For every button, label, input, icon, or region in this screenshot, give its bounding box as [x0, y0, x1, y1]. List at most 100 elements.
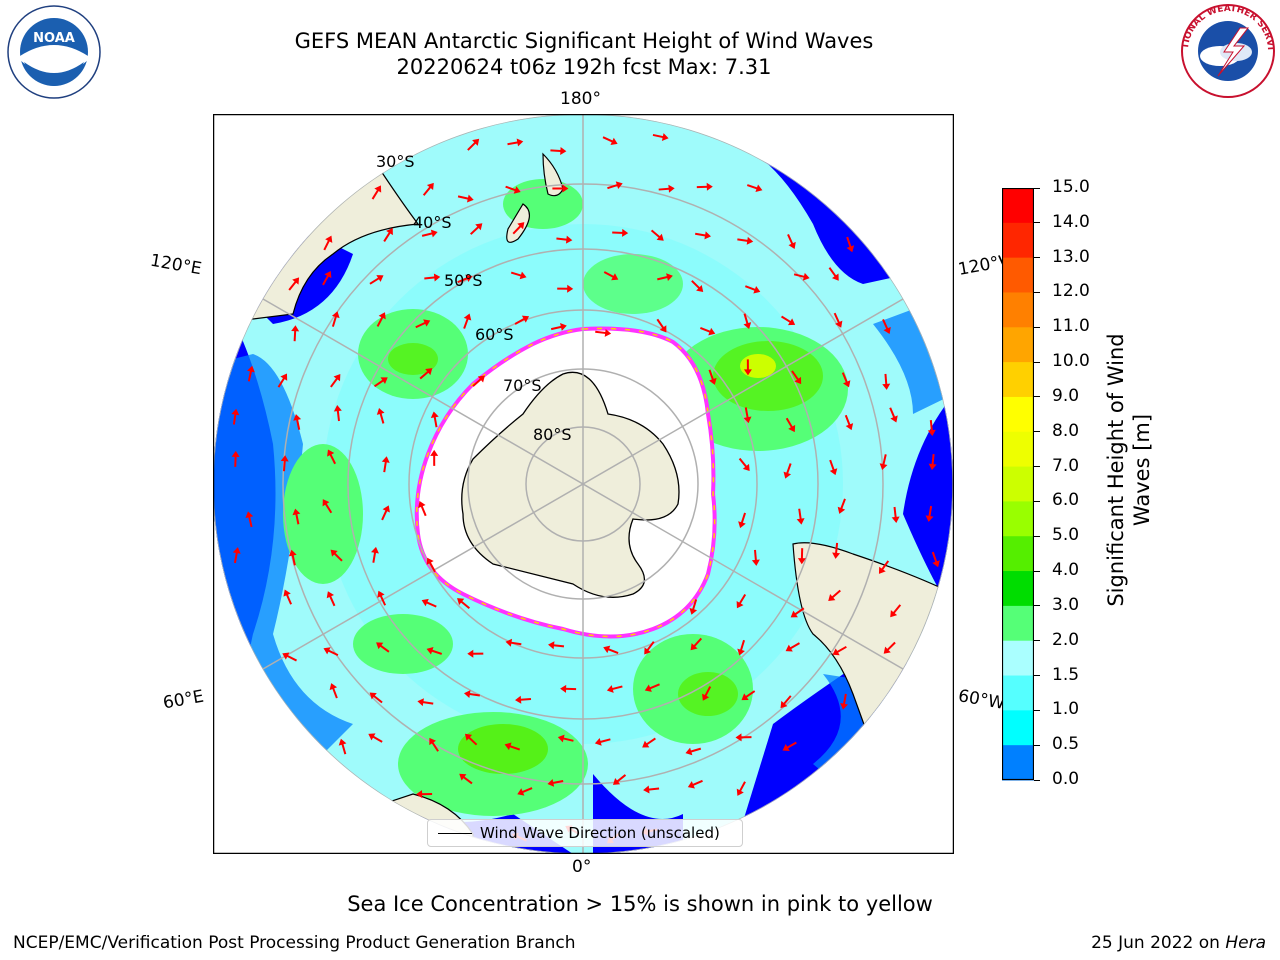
wind-wave-arrow — [737, 639, 746, 656]
wind-wave-arrow — [323, 647, 339, 657]
wind-wave-arrow — [657, 273, 673, 282]
wind-wave-arrow — [735, 733, 752, 742]
wind-wave-arrow — [467, 138, 480, 151]
wind-wave-arrow — [430, 411, 439, 428]
lat-label-50s: 50°S — [444, 271, 483, 290]
wind-wave-arrow — [743, 407, 752, 424]
wind-wave-arrow — [416, 790, 433, 799]
wind-wave-arrow — [377, 590, 387, 606]
wind-wave-arrow — [505, 638, 522, 647]
wind-wave-arrow — [744, 285, 761, 294]
colorbar-tick-label: 4.0 — [1052, 560, 1080, 581]
colorbar-tick-mark — [1034, 326, 1040, 328]
wind-wave-arrow — [603, 271, 619, 281]
footer-date-text: 25 Jun 2022 on — [1091, 933, 1226, 953]
wind-wave-arrow — [232, 547, 241, 564]
wind-wave-arrow — [840, 693, 848, 710]
colorbar-tick-mark — [1034, 222, 1040, 224]
colorbar-tick-label: 7.0 — [1052, 455, 1080, 476]
wind-wave-arrow — [878, 560, 890, 574]
colorbar-tick-mark — [1034, 396, 1040, 398]
colorbar-tick-mark — [1034, 675, 1040, 677]
wind-wave-arrow — [457, 598, 471, 610]
wind-wave-arrow — [552, 184, 569, 193]
wind-wave-arrow — [293, 414, 302, 430]
wind-wave-arrow — [470, 223, 483, 235]
colorbar-tick-mark — [1034, 640, 1040, 642]
colorbar-tick-mark — [1034, 466, 1040, 468]
wind-wave-arrow — [791, 370, 802, 385]
wind-wave-arrow — [652, 133, 669, 141]
wind-wave-arrow — [879, 454, 888, 470]
wind-wave-arrow — [612, 228, 629, 237]
wind-wave-arrow — [231, 408, 240, 425]
wind-wave-arrow — [787, 234, 796, 249]
antarctica — [461, 371, 680, 598]
wind-wave-arrow — [550, 323, 567, 331]
colorbar — [1002, 188, 1034, 781]
new-zealand — [506, 152, 564, 243]
wind-wave-arrow — [689, 599, 698, 615]
wind-wave-arrow — [504, 742, 521, 751]
wind-wave-arrow — [333, 405, 342, 422]
wind-wave-arrow — [322, 270, 332, 286]
wind-wave-arrow — [327, 449, 337, 465]
colorbar-band — [1002, 396, 1034, 433]
wind-wave-arrow — [643, 785, 660, 794]
wind-wave-arrow — [603, 645, 619, 654]
wind-wave-arrow — [547, 778, 564, 787]
colorbar-band — [1002, 675, 1034, 711]
wind-wave-arrow — [927, 420, 936, 437]
wind-wave-arrow — [369, 692, 383, 704]
wind-wave-arrow — [594, 737, 611, 746]
wind-wave-arrow — [277, 373, 288, 388]
wind-wave-arrow — [691, 280, 704, 293]
wind-wave-arrow — [422, 182, 434, 196]
colorbar-tick-mark — [1034, 257, 1040, 259]
wind-wave-arrow — [505, 185, 521, 194]
wind-wave-arrow — [846, 236, 855, 253]
wind-wave-arrow — [690, 637, 703, 651]
wind-wave-arrow — [780, 695, 792, 709]
lat-label-70s: 70°S — [503, 376, 542, 395]
wind-wave-arrow — [736, 781, 746, 796]
wind-wave-arrow — [548, 641, 565, 650]
colorbar-band — [1002, 188, 1034, 224]
wind-wave-arrow — [743, 359, 752, 376]
colorbar-tick-label: 3.0 — [1052, 594, 1080, 615]
wind-wave-arrow — [517, 787, 533, 796]
colorbar-band — [1002, 710, 1034, 746]
wind-wave-arrow — [472, 375, 485, 387]
wind-wave-arrow — [463, 313, 472, 329]
wind-wave-arrow — [828, 267, 839, 281]
wind-wave-arrow — [326, 591, 336, 607]
colorbar-tick-mark — [1034, 570, 1040, 572]
wind-wave-arrow — [245, 511, 254, 528]
wind-wave-arrow — [426, 557, 436, 573]
wind-wave-arrow — [430, 449, 439, 466]
colorbar-tick-label: 8.0 — [1052, 420, 1080, 441]
colorbar-band — [1002, 501, 1034, 537]
wind-wave-arrow — [783, 463, 792, 479]
wind-wave-arrow — [891, 506, 900, 523]
colorbar-band — [1002, 362, 1034, 398]
wind-wave-arrow — [833, 312, 843, 328]
wind-wave-arrow — [790, 607, 805, 618]
colorbar-tick-mark — [1034, 535, 1040, 537]
wind-wave-arrow — [421, 229, 438, 238]
colorbar-tick-label: 6.0 — [1052, 490, 1080, 511]
wind-wave-arrow — [371, 185, 382, 200]
lon-label-120e: 120°E — [148, 250, 204, 280]
wind-wave-arrow — [736, 593, 747, 609]
national-weather-service-logo: NATIONAL WEATHER SERVICE — [1178, 2, 1275, 98]
graticule — [213, 114, 953, 854]
colorbar-band — [1002, 605, 1034, 642]
wind-wave-arrow — [330, 374, 341, 388]
colorbar-tick-mark — [1034, 431, 1040, 433]
wind-wave-arrow — [288, 549, 297, 566]
wind-wave-arrow — [883, 641, 896, 654]
colorbar-tick-label: 0.5 — [1052, 734, 1080, 755]
wind-wave-arrows — [231, 133, 940, 844]
colorbar-tick-mark — [1034, 605, 1040, 607]
wind-wave-arrow — [607, 181, 623, 190]
